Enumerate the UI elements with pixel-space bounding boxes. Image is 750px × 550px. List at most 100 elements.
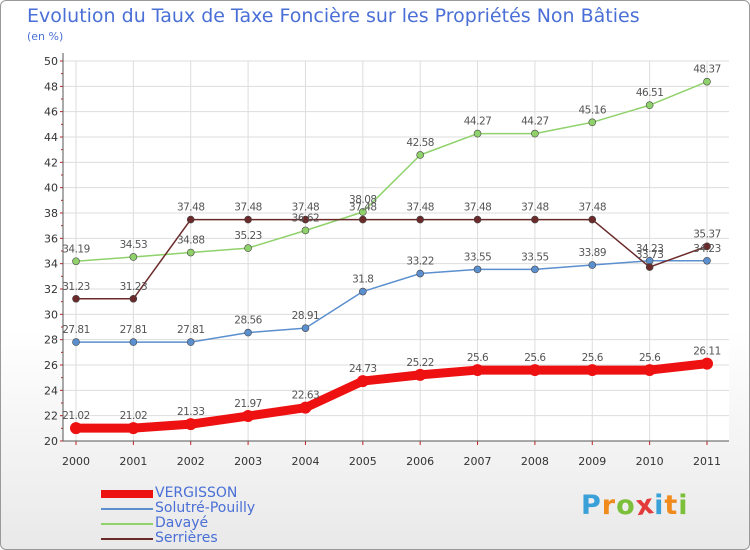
data-label: 37.48 bbox=[292, 202, 320, 214]
data-label: 21.33 bbox=[177, 406, 205, 418]
legend-label: Serrières bbox=[155, 530, 218, 546]
data-point bbox=[127, 422, 140, 435]
data-point bbox=[129, 338, 138, 346]
data-point bbox=[356, 375, 369, 388]
data-point bbox=[416, 215, 424, 224]
x-tick-label: 2006 bbox=[406, 455, 434, 468]
data-point bbox=[72, 257, 80, 266]
y-tick-label: 38 bbox=[44, 207, 58, 220]
data-point bbox=[301, 324, 310, 332]
logo-letter: o bbox=[616, 490, 636, 521]
data-point bbox=[70, 422, 82, 435]
legend-swatch bbox=[101, 508, 153, 510]
data-point bbox=[186, 215, 195, 224]
data-label: 38.08 bbox=[349, 194, 377, 206]
legend-label: VERGISSON bbox=[155, 485, 238, 501]
data-label: 34.19 bbox=[62, 243, 90, 255]
data-label: 31.23 bbox=[120, 281, 148, 293]
data-point bbox=[359, 208, 367, 216]
y-tick-label: 50 bbox=[44, 55, 58, 68]
data-point bbox=[299, 401, 312, 414]
data-point bbox=[586, 364, 599, 377]
data-point bbox=[701, 357, 713, 370]
data-label: 34.88 bbox=[177, 235, 205, 247]
data-label: 44.27 bbox=[521, 116, 549, 128]
legend-label: Davayé bbox=[155, 515, 209, 531]
data-label: 25.6 bbox=[524, 352, 546, 364]
y-tick-label: 22 bbox=[44, 410, 58, 423]
data-point bbox=[242, 410, 255, 423]
data-label: 28.91 bbox=[292, 310, 320, 322]
data-point bbox=[531, 215, 539, 224]
data-point bbox=[703, 77, 711, 86]
data-label: 21.97 bbox=[234, 398, 262, 410]
data-point bbox=[473, 265, 482, 274]
logo-letter: t bbox=[664, 490, 679, 521]
logo-letter: r bbox=[601, 490, 617, 521]
data-point bbox=[588, 261, 597, 269]
x-tick-label: 2005 bbox=[349, 455, 377, 468]
data-point bbox=[359, 287, 367, 296]
data-label: 34.53 bbox=[120, 239, 148, 251]
logo-letter: P bbox=[581, 490, 602, 521]
data-label: 37.48 bbox=[521, 202, 549, 214]
data-label: 45.16 bbox=[578, 104, 606, 116]
legend-swatch bbox=[101, 523, 153, 525]
data-label: 25.6 bbox=[582, 352, 604, 364]
data-label: 37.48 bbox=[406, 202, 434, 214]
y-tick-label: 28 bbox=[44, 334, 58, 347]
y-tick-label: 48 bbox=[44, 80, 58, 93]
data-label: 37.48 bbox=[464, 202, 492, 214]
series-line bbox=[75, 260, 708, 343]
data-label: 25.6 bbox=[639, 352, 661, 364]
data-label: 33.73 bbox=[636, 249, 664, 261]
x-tick-label: 2007 bbox=[464, 455, 492, 468]
data-point bbox=[72, 338, 80, 346]
legend-label: Solutré-Pouilly bbox=[155, 500, 256, 516]
data-label: 34.23 bbox=[693, 243, 721, 255]
data-point bbox=[588, 215, 597, 224]
x-tick-label: 2000 bbox=[62, 455, 90, 468]
data-point bbox=[186, 338, 195, 346]
data-point bbox=[186, 248, 195, 257]
data-point bbox=[531, 129, 539, 138]
x-tick-label: 2001 bbox=[119, 455, 147, 468]
data-label: 27.81 bbox=[120, 324, 148, 336]
data-label: 37.48 bbox=[177, 202, 205, 214]
data-label: 31.8 bbox=[352, 274, 373, 286]
y-tick-label: 40 bbox=[44, 182, 58, 195]
data-point bbox=[528, 364, 541, 377]
y-tick-label: 44 bbox=[44, 131, 58, 144]
data-point bbox=[473, 129, 482, 138]
data-label: 28.56 bbox=[234, 315, 262, 327]
y-tick-label: 34 bbox=[44, 258, 58, 271]
data-point bbox=[301, 226, 310, 235]
x-tick-label: 2003 bbox=[234, 455, 262, 468]
data-label: 33.55 bbox=[521, 251, 549, 263]
data-point bbox=[416, 269, 424, 278]
data-label: 34.23 bbox=[636, 243, 664, 255]
logo-letter: i bbox=[654, 490, 665, 521]
data-point bbox=[359, 215, 367, 224]
data-label: 26.11 bbox=[693, 346, 721, 358]
data-point bbox=[588, 118, 597, 127]
y-tick-label: 26 bbox=[44, 359, 58, 372]
data-label: 21.02 bbox=[120, 410, 148, 422]
proxiti-logo: Proxiti bbox=[581, 488, 689, 523]
data-label: 37.48 bbox=[234, 202, 262, 214]
data-label: 24.73 bbox=[349, 363, 377, 375]
y-tick-label: 36 bbox=[44, 232, 58, 245]
data-point bbox=[471, 364, 484, 377]
x-tick-label: 2010 bbox=[636, 455, 664, 468]
y-tick-label: 30 bbox=[44, 308, 58, 321]
data-point bbox=[129, 294, 138, 303]
logo-letter: x bbox=[633, 488, 657, 523]
data-label: 27.81 bbox=[62, 324, 90, 336]
y-tick-label: 20 bbox=[44, 435, 58, 448]
chart-title: Evolution du Taux de Taxe Foncière sur l… bbox=[27, 5, 640, 27]
legend-swatch bbox=[101, 490, 153, 498]
x-tick-label: 2004 bbox=[291, 455, 319, 468]
data-label: 33.22 bbox=[406, 256, 434, 268]
data-point bbox=[645, 263, 654, 271]
x-tick-label: 2009 bbox=[578, 455, 606, 468]
